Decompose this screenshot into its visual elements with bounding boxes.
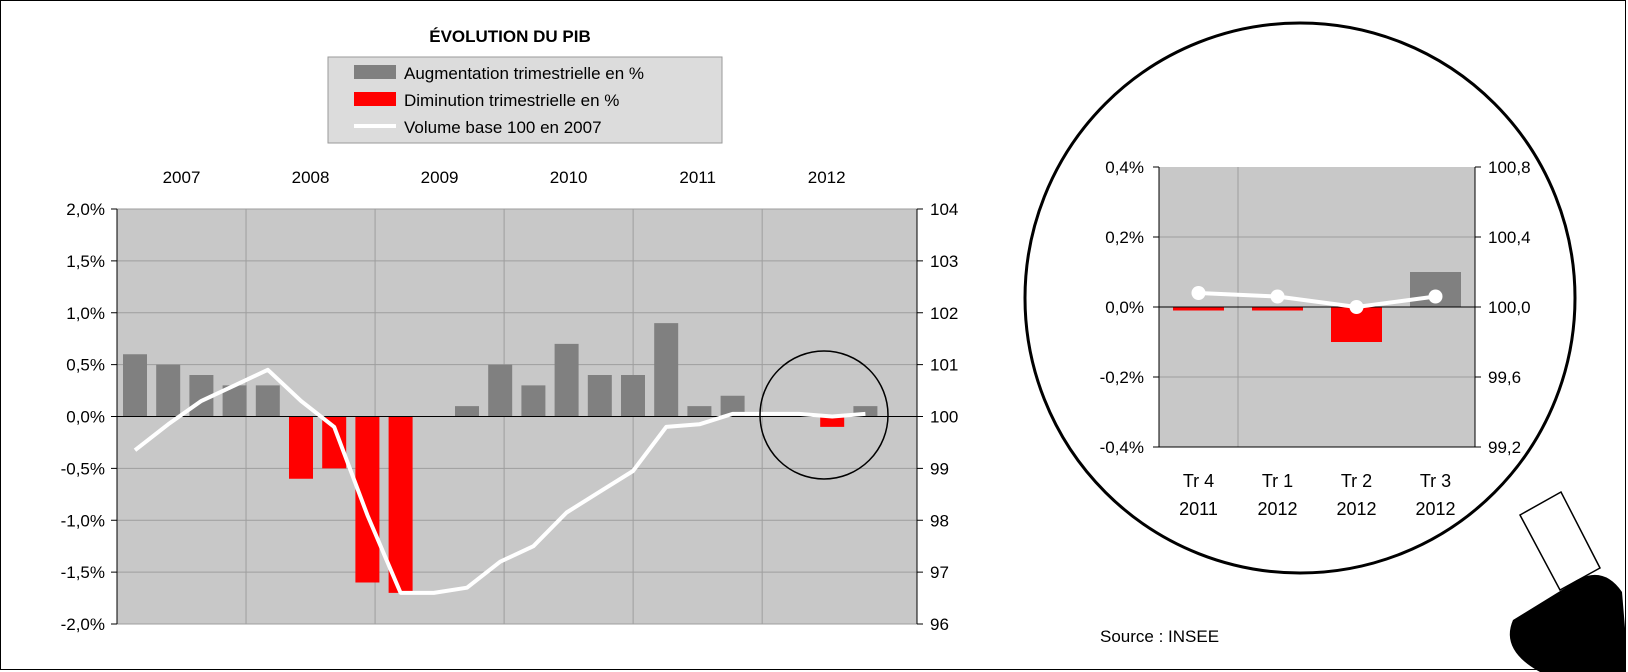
zoom-right-tick-label: 99,2 [1488, 438, 1521, 457]
zoom-volume-marker [1428, 289, 1443, 304]
main-year-labels: 2007 2008 2009 2010 2011 2012 [163, 168, 846, 187]
main-right-tick-label: 99 [930, 459, 949, 478]
main-right-tick-label: 101 [930, 356, 958, 375]
bar-increase [521, 385, 546, 417]
main-year-label: 2011 [679, 168, 716, 187]
magnifier-neck [1518, 490, 1601, 592]
zoom-volume-marker [1270, 289, 1285, 304]
zoom-category-label: Tr 3 [1420, 471, 1451, 491]
zoom-right-tick-label: 99,6 [1488, 368, 1521, 387]
highlight-circle [759, 350, 889, 480]
magnifier-grip [1509, 574, 1626, 672]
zoom-left-axis-ticks: 0,4% 0,2% 0,0% -0,2% -0,4% [1100, 158, 1159, 457]
main-left-tick-label: -0,5% [61, 459, 105, 478]
main-year-label: 2012 [808, 168, 846, 187]
main-year-label: 2007 [163, 168, 201, 187]
legend-swatch-decrease [354, 92, 396, 106]
legend: Augmentation trimestrielle en % Diminuti… [327, 56, 723, 144]
bar-increase [554, 343, 579, 417]
bar-increase [156, 364, 181, 417]
zoom-bar-decrease [1173, 307, 1224, 311]
main-volume-line [133, 367, 866, 595]
zoom-category-label: Tr 4 [1183, 471, 1214, 491]
main-left-tick-label: 0,0% [66, 408, 105, 427]
bar-increase [720, 395, 745, 417]
main-right-tick-label: 102 [930, 304, 958, 323]
main-bars [123, 323, 878, 593]
zoom-left-tick-label: 0,4% [1105, 158, 1144, 177]
zoom-category-label: 2012 [1336, 499, 1376, 519]
bar-decrease [820, 416, 845, 427]
bar-increase [455, 406, 479, 417]
zoom-left-tick-label: 0,2% [1105, 228, 1144, 247]
bar-decrease [289, 416, 313, 479]
legend-label-increase: Augmentation trimestrielle en % [404, 64, 644, 83]
zoom-category-label: 2012 [1415, 499, 1455, 519]
main-left-tick-label: 2,0% [66, 200, 105, 219]
zoom-category-label: 2011 [1179, 499, 1218, 519]
zoom-bar-decrease [1252, 307, 1303, 311]
zoom-category-label: Tr 1 [1262, 471, 1293, 491]
main-left-tick-label: 1,0% [66, 304, 105, 323]
main-year-label: 2008 [292, 168, 330, 187]
zoom-left-tick-label: -0,4% [1100, 438, 1144, 457]
zoom-category-label: 2012 [1257, 499, 1297, 519]
bar-increase [587, 375, 612, 417]
bar-increase [853, 406, 878, 417]
main-right-tick-label: 96 [930, 615, 949, 634]
main-left-tick-label: -1,5% [61, 563, 105, 582]
zoom-right-tick-label: 100,8 [1488, 158, 1531, 177]
main-right-tick-label: 100 [930, 408, 958, 427]
magnifier-handle [1509, 490, 1626, 672]
zoom-left-tick-label: 0,0% [1105, 298, 1144, 317]
main-left-tick-label: -1,0% [61, 511, 105, 530]
bar-increase [654, 323, 679, 417]
zoom-right-tick-label: 100,0 [1488, 298, 1531, 317]
legend-label-volume: Volume base 100 en 2007 [404, 118, 602, 137]
main-right-tick-label: 104 [930, 200, 958, 219]
zoom-right-axis-ticks: 100,8 100,4 100,0 99,6 99,2 [1475, 158, 1531, 457]
main-right-tick-label: 103 [930, 252, 958, 271]
legend-label-decrease: Diminution trimestrielle en % [404, 91, 619, 110]
zoom-category-label: Tr 2 [1341, 471, 1372, 491]
main-year-label: 2010 [550, 168, 588, 187]
zoom-left-tick-label: -0,2% [1100, 368, 1144, 387]
bar-increase [488, 364, 513, 417]
zoom-volume-line [1198, 291, 1436, 309]
bar-increase [255, 385, 280, 417]
bar-decrease [322, 416, 347, 469]
main-left-tick-label: 1,5% [66, 252, 105, 271]
main-right-axis-ticks: 104 103 102 101 100 99 98 97 96 [917, 200, 958, 634]
bar-decrease [388, 416, 413, 593]
source-label: Source : INSEE [1100, 627, 1219, 646]
main-year-label: 2009 [421, 168, 459, 187]
main-left-axis-ticks: 2,0% 1,5% 1,0% 0,5% 0,0% -0,5% -1,0% -1,5% -2,0% [61, 200, 117, 634]
zoom-volume-markers [1191, 286, 1443, 314]
zoom-right-tick-label: 100,4 [1488, 228, 1531, 247]
bar-increase [123, 354, 147, 417]
legend-swatch-increase [354, 65, 396, 79]
main-right-tick-label: 97 [930, 563, 949, 582]
zoom-volume-marker [1191, 286, 1206, 300]
bar-decrease [355, 416, 380, 583]
chart-title: ÉVOLUTION DU PIB [429, 27, 591, 46]
main-right-tick-label: 98 [930, 511, 949, 530]
main-left-tick-label: -2,0% [61, 615, 105, 634]
main-left-tick-label: 0,5% [66, 356, 105, 375]
zoom-category-labels: Tr 4 2011 Tr 1 2012 Tr 2 2012 Tr 3 2012 [1179, 471, 1455, 519]
bar-increase [621, 375, 645, 417]
bar-increase [687, 406, 712, 417]
zoom-volume-marker [1349, 300, 1364, 314]
